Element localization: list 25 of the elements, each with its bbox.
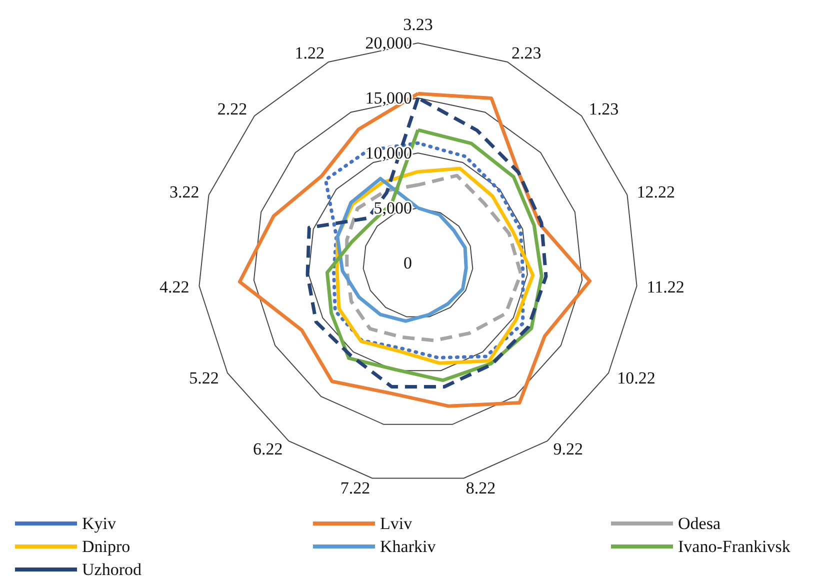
spoke-label: 4.22: [160, 278, 190, 297]
legend-label: Odesa: [678, 514, 721, 533]
y-tick-label: 0: [404, 254, 412, 272]
spoke-label: 8.22: [466, 478, 496, 498]
spoke-label: 6.22: [253, 440, 283, 459]
legend-label: Ivano-Frankivsk: [678, 537, 791, 556]
legend-label: Lviv: [380, 514, 413, 533]
spoke-label: 1.23: [588, 100, 619, 119]
spoke-label: 3.23: [403, 15, 433, 34]
legend-label: Uzhorod: [82, 560, 142, 579]
spoke-label: 10.22: [617, 368, 656, 388]
spoke-label: 11.22: [646, 278, 684, 297]
spoke-label: 12.22: [636, 182, 675, 202]
spoke-label: 2.22: [217, 100, 248, 119]
spoke-label: 7.22: [340, 478, 370, 498]
spoke-label: 5.22: [189, 368, 219, 388]
legend-label: Kyiv: [82, 514, 116, 533]
spoke-label: 9.22: [553, 440, 583, 459]
spoke-label: 1.22: [294, 43, 324, 62]
spoke-label: 3.22: [170, 182, 200, 202]
y-tick-label: 15,000: [365, 88, 412, 108]
spoke-label: 2.23: [512, 43, 542, 62]
legend-label: Dnipro: [82, 537, 130, 556]
y-tick-label: 20,000: [365, 34, 412, 52]
legend-label: Kharkiv: [380, 537, 436, 556]
